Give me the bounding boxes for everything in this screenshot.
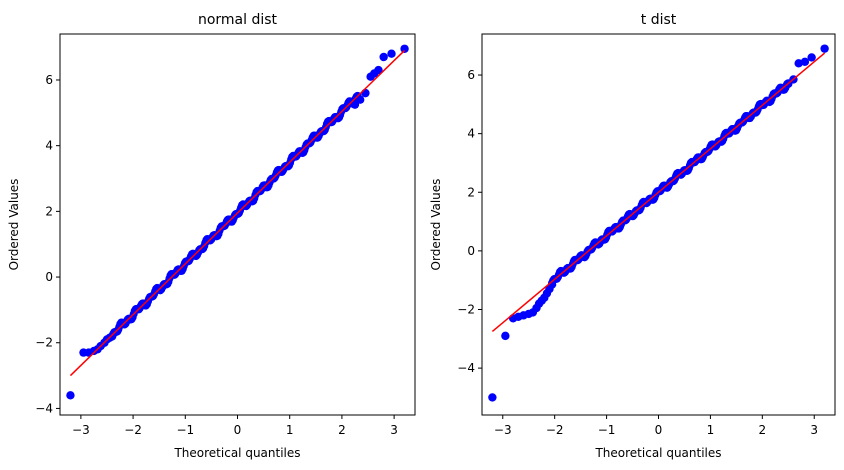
data-point [400, 44, 409, 53]
y-tick-label: −4 [35, 401, 53, 415]
y-axis-label: Ordered Values [7, 179, 21, 271]
data-point [108, 331, 117, 341]
fit-line [69, 49, 406, 377]
y-tick-label: 0 [45, 270, 53, 284]
data-point [355, 95, 365, 104]
x-axis-label: Theoretical quantiles [173, 446, 300, 460]
y-tick-label: 2 [467, 185, 475, 199]
marks [66, 44, 409, 400]
y-tick-label: 6 [467, 68, 475, 82]
y-tick-label: −2 [457, 302, 475, 316]
data-point [379, 52, 388, 62]
data-point [387, 49, 396, 58]
data-point [374, 65, 383, 75]
x-tick-label: −3 [494, 423, 512, 437]
x-tick-label: −3 [72, 423, 90, 437]
x-tick-label: 1 [286, 423, 294, 437]
x-tick-label: 3 [390, 423, 398, 437]
y-tick-label: 2 [45, 204, 53, 218]
data-point [501, 331, 510, 341]
normal-dist-panel: −3 −2 −1 0 1 2 3 −4 −2 0 2 4 6 normal dist Theoretic… [7, 12, 416, 460]
x-tick-label: 2 [759, 423, 767, 437]
x-tick-label: −2 [546, 423, 564, 437]
x-tick-label: 1 [707, 423, 715, 437]
data-point [807, 53, 816, 62]
data-point [800, 57, 810, 67]
chart-title: normal dist [198, 12, 278, 28]
data-point [66, 391, 75, 400]
x-tick-label: −1 [598, 423, 616, 437]
x-tick-label: 0 [655, 423, 663, 437]
x-tick-label: 0 [234, 423, 242, 437]
fit-line [491, 52, 826, 333]
ticks: −3 −2 −1 0 1 2 3 −4 −2 0 2 4 6 [35, 73, 398, 437]
chart-title: t dist [641, 12, 677, 28]
x-tick-label: −1 [176, 423, 194, 437]
y-tick-label: 6 [45, 73, 53, 87]
x-tick-label: −2 [124, 423, 142, 437]
marks [488, 44, 829, 402]
y-tick-label: 4 [467, 127, 475, 141]
x-axis-label: Theoretical quantiles [594, 446, 721, 460]
ticks: −3 −2 −1 0 1 2 3 −4 −2 0 2 4 6 [457, 68, 818, 437]
t-dist-panel: −3 −2 −1 0 1 2 3 −4 −2 0 2 4 6 t dist Theoretical qu… [429, 12, 836, 460]
data-point [350, 100, 360, 109]
y-tick-label: −4 [457, 361, 475, 375]
y-tick-label: 0 [467, 244, 475, 258]
x-tick-label: 2 [338, 423, 346, 437]
y-tick-label: 4 [45, 139, 53, 153]
data-point [361, 88, 370, 98]
x-tick-label: 3 [810, 423, 818, 437]
data-point [488, 393, 497, 402]
y-axis-label: Ordered Values [429, 179, 443, 271]
data-point [820, 44, 829, 53]
y-tick-label: −2 [35, 336, 53, 350]
